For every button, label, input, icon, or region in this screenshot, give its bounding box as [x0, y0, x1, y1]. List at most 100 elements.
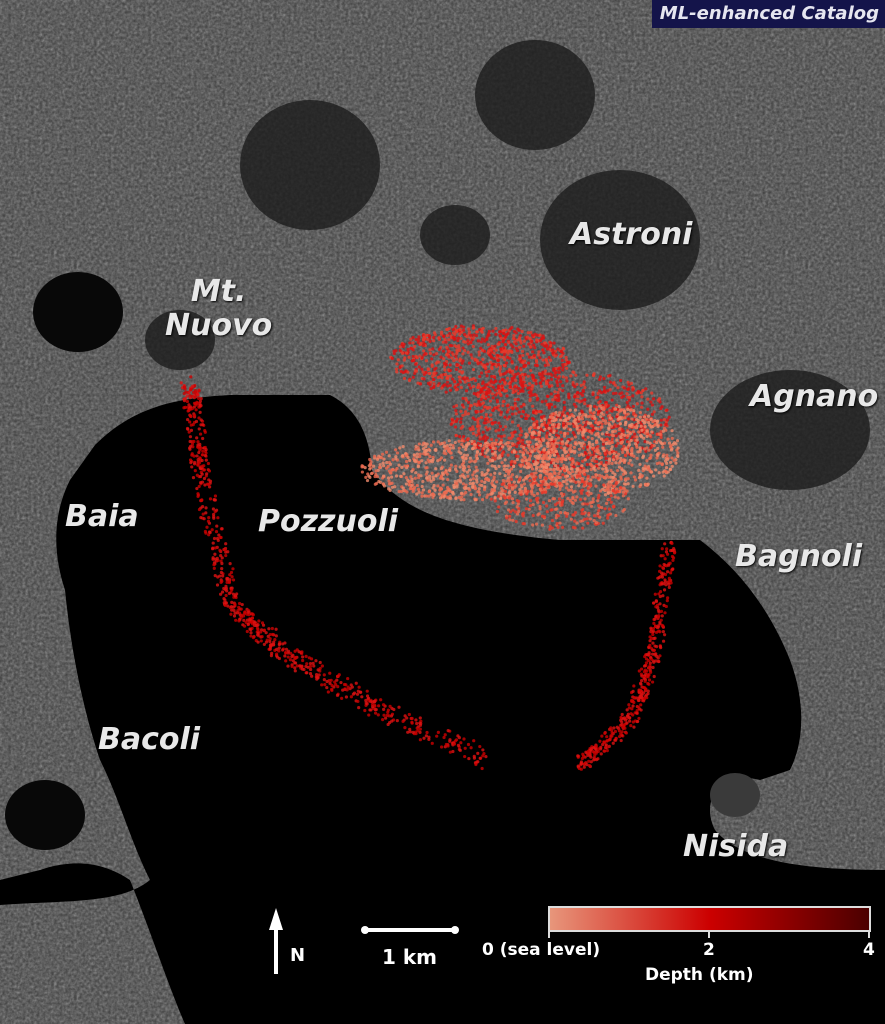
- earthquake-point: [586, 521, 590, 525]
- earthquake-point: [406, 455, 410, 459]
- earthquake-point: [584, 414, 588, 418]
- earthquake-point: [542, 341, 547, 345]
- earthquake-point: [582, 517, 587, 521]
- earthquake-point: [403, 370, 407, 374]
- earthquake-point: [573, 435, 578, 439]
- earthquake-point: [441, 477, 445, 481]
- earthquake-point: [275, 647, 279, 651]
- earthquake-point: [613, 477, 618, 481]
- earthquake-point: [357, 705, 361, 710]
- earthquake-point: [531, 373, 535, 377]
- earthquake-point: [576, 764, 580, 768]
- earthquake-point: [352, 691, 357, 695]
- earthquake-point: [328, 671, 332, 675]
- earthquake-point: [418, 730, 422, 734]
- earthquake-point: [610, 409, 614, 413]
- earthquake-point: [503, 349, 508, 353]
- earthquake-point: [430, 741, 434, 745]
- earthquake-point: [586, 486, 590, 491]
- earthquake-point: [467, 379, 471, 383]
- earthquake-point: [433, 333, 437, 337]
- earthquake-point: [598, 739, 602, 743]
- earthquake-point: [661, 594, 665, 598]
- earthquake-point: [431, 486, 435, 490]
- earthquake-point: [521, 389, 525, 393]
- earthquake-point: [627, 398, 631, 402]
- earthquake-point: [663, 633, 667, 637]
- earthquake-point: [510, 459, 514, 464]
- earthquake-point: [339, 680, 343, 685]
- earthquake-point: [649, 670, 653, 674]
- earthquake-point: [410, 720, 414, 724]
- earthquake-point: [483, 339, 487, 343]
- earthquake-point: [665, 453, 669, 457]
- earthquake-point: [625, 448, 629, 452]
- earthquake-point: [643, 425, 647, 429]
- earthquake-point: [325, 679, 329, 684]
- earthquake-point: [658, 564, 662, 568]
- earthquake-point: [614, 434, 618, 438]
- earthquake-point: [404, 459, 409, 464]
- earthquake-point: [651, 633, 655, 637]
- earthquake-point: [608, 413, 612, 417]
- earthquake-point: [549, 343, 553, 347]
- earthquake-point: [483, 454, 487, 458]
- earthquake-point: [491, 446, 495, 451]
- earthquake-point: [196, 440, 200, 444]
- earthquake-point: [632, 725, 636, 729]
- earthquake-point: [590, 458, 594, 463]
- earthquake-point: [579, 491, 584, 495]
- earthquake-point: [648, 643, 652, 647]
- earthquake-point: [477, 350, 481, 354]
- earthquake-point: [387, 487, 391, 491]
- earthquake-point: [580, 511, 584, 516]
- earthquake-point: [582, 765, 586, 769]
- earthquake-point: [374, 469, 378, 473]
- earthquake-point: [565, 379, 569, 383]
- earthquake-point: [507, 436, 511, 440]
- earthquake-point: [549, 358, 553, 362]
- earthquake-point: [464, 457, 468, 461]
- earthquake-point: [489, 473, 493, 477]
- earthquake-point: [642, 415, 647, 419]
- earthquake-point: [420, 491, 424, 495]
- earthquake-point: [622, 486, 626, 490]
- earthquake-point: [384, 716, 388, 720]
- earthquake-point: [642, 697, 647, 701]
- earthquake-point: [502, 363, 506, 368]
- earthquake-point: [596, 747, 600, 751]
- earthquake-point: [219, 570, 223, 575]
- earthquake-point: [323, 683, 327, 687]
- earthquake-point: [427, 371, 431, 375]
- earthquake-point: [419, 722, 423, 726]
- earthquake-point: [577, 447, 581, 451]
- earthquake-point: [663, 578, 667, 582]
- earthquake-point: [503, 335, 508, 339]
- earthquake-point: [548, 527, 552, 531]
- earthquake-point: [401, 444, 405, 449]
- earthquake-point: [580, 464, 584, 468]
- earthquake-point: [509, 343, 513, 347]
- earthquake-point: [344, 695, 349, 699]
- earthquake-point: [194, 395, 198, 399]
- earthquake-point: [432, 384, 436, 389]
- north-label: N: [290, 945, 306, 966]
- earthquake-point: [560, 503, 564, 507]
- earthquake-point: [659, 435, 663, 440]
- earthquake-point: [585, 517, 589, 521]
- earthquake-point: [669, 548, 673, 553]
- earthquake-point: [408, 341, 412, 345]
- earthquake-point: [557, 398, 561, 402]
- earthquake-point: [564, 363, 568, 367]
- earthquake-point: [517, 386, 521, 391]
- earthquake-point: [594, 521, 599, 525]
- earthquake-point: [611, 419, 616, 423]
- earthquake-point: [595, 408, 599, 412]
- earthquake-point: [519, 469, 523, 474]
- earthquake-point: [462, 464, 466, 468]
- earthquake-point: [531, 513, 535, 518]
- earthquake-point: [638, 462, 642, 467]
- earthquake-point: [484, 412, 488, 417]
- earthquake-point: [472, 326, 476, 330]
- earthquake-point: [437, 347, 442, 351]
